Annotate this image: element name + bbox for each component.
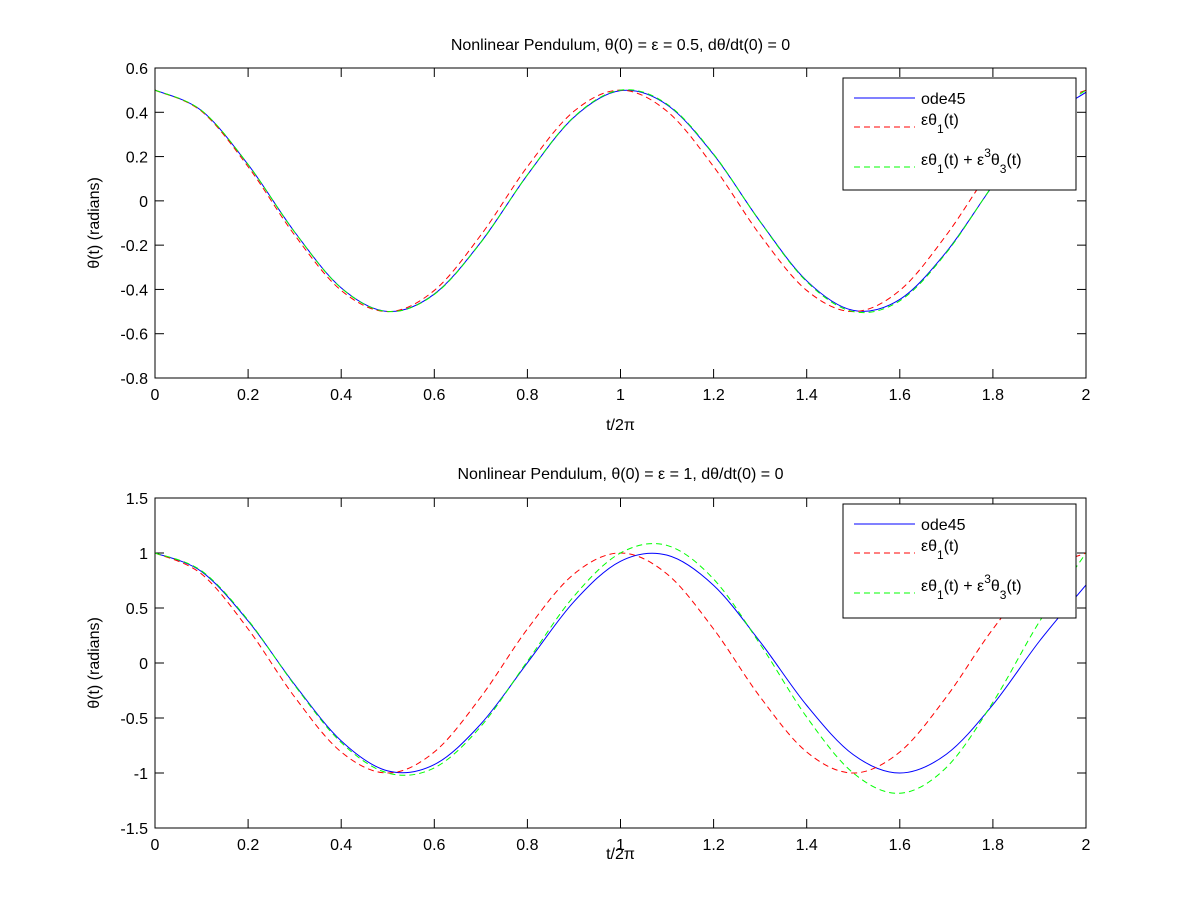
legend-box xyxy=(842,503,1077,619)
y-tick-label: -0.5 xyxy=(120,711,148,728)
legend-label-ode45: ode45 xyxy=(921,91,966,108)
x-tick-label: 1.6 xyxy=(889,837,911,854)
legend-text-c_sub: 3 xyxy=(1000,162,1007,176)
x-tick-label: 1.4 xyxy=(796,837,818,854)
legend-label-3: εθ1(t) + ε3θ3(t) xyxy=(921,572,1022,602)
legend-text-b: (t) + ε xyxy=(944,152,984,169)
legend-text-a_sub: 1 xyxy=(937,548,944,562)
x-tick-label: 0.8 xyxy=(516,837,538,854)
y-tick-label: -0.6 xyxy=(120,327,148,344)
x-tick-label: 1.2 xyxy=(702,837,724,854)
y-tick-label: 1.5 xyxy=(126,491,148,508)
x-tick-label: 2 xyxy=(1082,837,1091,854)
x-tick-label: 1 xyxy=(616,387,625,404)
legend-label-2: εθ1(t) xyxy=(921,538,959,562)
legend-text-a: εθ xyxy=(921,538,937,555)
x-tick-label: 1.6 xyxy=(889,387,911,404)
y-tick-label: 0.4 xyxy=(126,105,148,122)
series-line-1 xyxy=(155,552,1086,774)
chart-title: Nonlinear Pendulum, θ(0) = ε = 0.5, dθ/d… xyxy=(451,37,790,54)
y-tick-label: -0.8 xyxy=(120,371,148,388)
subplot-1: Nonlinear Pendulum, θ(0) = ε = 0.5, dθ/d… xyxy=(86,37,1091,434)
legend-text-d: (t) xyxy=(1006,578,1021,595)
legend-text-d: (t) xyxy=(1006,152,1021,169)
y-axis-label: θ(t) (radians) xyxy=(86,617,103,709)
legend-text-c: θ xyxy=(991,578,1000,595)
chart-title: Nonlinear Pendulum, θ(0) = ε = 1, dθ/dt(… xyxy=(458,466,784,483)
legend-text-c: θ xyxy=(991,152,1000,169)
x-tick-label: 1 xyxy=(616,837,625,854)
series-line-3 xyxy=(155,89,1086,314)
y-tick-label: 1 xyxy=(139,546,148,563)
legend-label-ode45: ode45 xyxy=(921,517,966,534)
legend-text-b: (t) xyxy=(944,538,959,555)
legend-text-a_sub: 1 xyxy=(937,588,944,602)
x-tick-label: 0.2 xyxy=(237,837,259,854)
subplot-2: Nonlinear Pendulum, θ(0) = ε = 1, dθ/dt(… xyxy=(86,466,1091,863)
legend-label-3: εθ1(t) + ε3θ3(t) xyxy=(921,146,1022,176)
legend-text-a: εθ xyxy=(921,152,937,169)
x-tick-label: 0.6 xyxy=(423,387,445,404)
y-tick-label: -1 xyxy=(134,766,148,783)
series-line-3 xyxy=(155,543,1086,794)
y-tick-label: 0 xyxy=(139,656,148,673)
y-tick-label: 0 xyxy=(139,194,148,211)
legend-text-a_sub: 1 xyxy=(937,122,944,136)
x-tick-label: 0.6 xyxy=(423,837,445,854)
axes-box xyxy=(154,497,1087,829)
x-tick-label: 2 xyxy=(1082,387,1091,404)
x-tick-label: 1.4 xyxy=(796,387,818,404)
y-tick-label: -1.5 xyxy=(120,821,148,838)
legend-text-b: (t) + ε xyxy=(944,578,984,595)
x-axis-label: t/2π xyxy=(606,846,635,863)
x-axis-label: t/2π xyxy=(606,417,635,434)
y-tick-label: 0.6 xyxy=(126,61,148,78)
legend-text-b_sup: 3 xyxy=(984,146,991,160)
legend-text-b: (t) xyxy=(944,112,959,129)
legend-text-c_sub: 3 xyxy=(1000,588,1007,602)
x-tick-label: 1.2 xyxy=(702,387,724,404)
legend-text-a: εθ xyxy=(921,112,937,129)
legend-text-a: εθ xyxy=(921,578,937,595)
y-axis-label: θ(t) (radians) xyxy=(86,177,103,269)
y-tick-label: -0.2 xyxy=(120,238,148,255)
y-tick-label: 0.5 xyxy=(126,601,148,618)
x-tick-label: 0.8 xyxy=(516,387,538,404)
legend-box xyxy=(842,77,1077,191)
x-tick-label: 1.8 xyxy=(982,837,1004,854)
x-tick-label: 0.4 xyxy=(330,837,352,854)
legend-text-b_sup: 3 xyxy=(984,572,991,586)
x-tick-label: 0 xyxy=(151,387,160,404)
axes-box xyxy=(154,67,1087,379)
x-tick-label: 0 xyxy=(151,837,160,854)
legend-text-a_sub: 1 xyxy=(937,162,944,176)
y-tick-label: 0.2 xyxy=(126,150,148,167)
y-tick-label: -0.4 xyxy=(120,282,148,299)
legend-label-2: εθ1(t) xyxy=(921,112,959,136)
x-tick-label: 1.8 xyxy=(982,387,1004,404)
x-tick-label: 0.4 xyxy=(330,387,352,404)
x-tick-label: 0.2 xyxy=(237,387,259,404)
